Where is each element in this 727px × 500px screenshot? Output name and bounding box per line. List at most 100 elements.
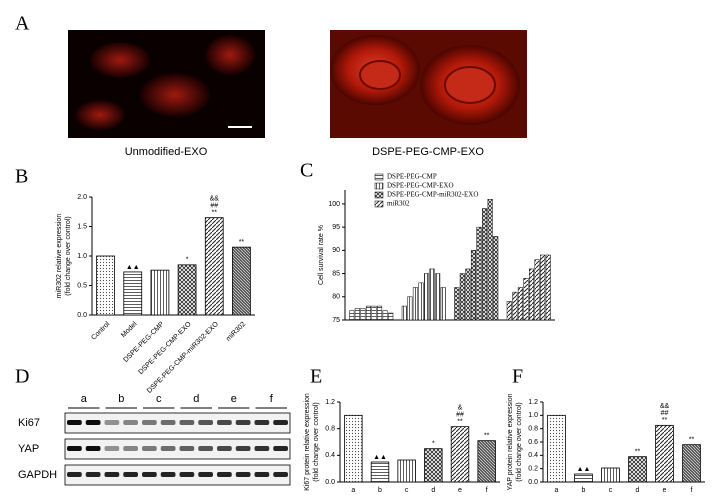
- x-tick-label: b: [378, 487, 382, 494]
- band: [273, 472, 288, 477]
- band: [273, 420, 288, 425]
- significance-mark: **: [689, 437, 695, 444]
- x-tick-label: a: [351, 487, 355, 494]
- x-tick-label: f: [691, 487, 693, 494]
- legend-swatch: [374, 191, 384, 199]
- x-tick-label: Model: [120, 320, 139, 339]
- x-tick-label: d: [431, 487, 435, 494]
- band: [142, 472, 157, 477]
- significance-mark: &: [458, 405, 463, 412]
- bar: [517, 287, 523, 321]
- lane-label: c: [156, 393, 162, 405]
- band: [123, 420, 138, 425]
- blot-strip: [64, 412, 291, 434]
- significance-mark: **: [662, 417, 668, 424]
- x-tick-label: d: [636, 487, 640, 494]
- panel-label: E: [310, 366, 322, 388]
- bar: [487, 199, 493, 321]
- significance-mark: ##: [661, 410, 669, 417]
- x-tick-label: e: [458, 487, 462, 494]
- blot-strip: [64, 464, 291, 486]
- legend-label: DSPE-PEG-CMP: [387, 173, 437, 181]
- bar: [123, 271, 143, 316]
- band: [254, 420, 270, 425]
- significance-mark: *: [186, 257, 189, 264]
- y-tick-label: 2.0: [77, 194, 87, 201]
- bar: [628, 456, 647, 483]
- bar: [370, 461, 390, 483]
- protein-label: Ki67: [18, 417, 40, 429]
- significance-mark: **: [484, 433, 490, 440]
- band: [217, 472, 232, 477]
- legend-swatch: [374, 200, 384, 208]
- y-tick-label: 0.6: [528, 439, 538, 446]
- band: [104, 472, 120, 477]
- bar: [388, 312, 394, 321]
- lane-label: f: [270, 393, 274, 405]
- significance-mark: *: [432, 441, 435, 448]
- bar: [454, 287, 460, 321]
- bar: [407, 296, 413, 321]
- y-axis-label: (fold change over control): [65, 216, 72, 295]
- bar: [512, 291, 518, 321]
- panel-label: A: [15, 13, 30, 35]
- bar: [529, 268, 535, 321]
- band: [123, 472, 138, 477]
- legend-label: DSPE-PEG-CMP-EXO: [387, 182, 454, 190]
- bar: [418, 282, 424, 321]
- band: [67, 420, 82, 425]
- y-tick-label: 1.2: [528, 399, 538, 406]
- micrograph: [330, 30, 527, 138]
- y-tick-label: 0.5: [77, 282, 87, 289]
- bar: [382, 310, 388, 321]
- bar: [655, 424, 674, 483]
- bar: [459, 273, 465, 321]
- bar: [450, 426, 470, 483]
- y-tick-label: 95: [332, 224, 340, 231]
- band: [235, 472, 251, 477]
- bar: [574, 473, 593, 483]
- y-tick-label: 1.2: [325, 399, 335, 406]
- panel-label: B: [15, 166, 28, 188]
- band: [273, 446, 288, 451]
- bar: [204, 217, 224, 316]
- bar: [470, 250, 476, 321]
- significance-mark: ▲▲: [577, 466, 591, 473]
- bar: [397, 459, 416, 483]
- panel-label: F: [512, 366, 523, 388]
- legend-label: DSPE-PEG-CMP-miR302-EXO: [387, 191, 478, 199]
- x-tick-label: c: [609, 487, 613, 494]
- significance-mark: **: [457, 419, 463, 426]
- significance-mark: ##: [210, 202, 218, 209]
- y-axis-label: Ki67 protein relative expression: [304, 393, 311, 491]
- significance-mark: &&: [660, 403, 670, 410]
- panel-label: D: [15, 366, 29, 388]
- significance-mark: **: [212, 209, 218, 216]
- bar: [349, 310, 355, 321]
- image-caption: Unmodified-EXO: [125, 146, 208, 158]
- bar: [545, 254, 551, 321]
- bar: [177, 264, 197, 316]
- bar: [534, 259, 540, 321]
- band: [67, 446, 82, 451]
- y-tick-label: 80: [332, 294, 340, 301]
- band: [160, 446, 176, 451]
- y-tick-label: 0.4: [528, 452, 538, 459]
- bar: [360, 308, 366, 321]
- legend-swatch: [374, 182, 384, 190]
- bar: [440, 287, 446, 321]
- bar: [682, 444, 701, 483]
- y-axis-label: (fold change over control): [313, 402, 320, 481]
- significance-mark: ▲▲: [126, 264, 140, 271]
- band: [179, 446, 195, 451]
- y-tick-label: 85: [332, 270, 340, 277]
- bar: [540, 254, 546, 321]
- y-tick-label: 1.5: [77, 223, 87, 230]
- significance-mark: ##: [456, 412, 464, 419]
- y-axis-label: YAP protein relative expression: [507, 393, 514, 490]
- y-tick-label: 0.8: [325, 426, 335, 433]
- band: [179, 420, 195, 425]
- band: [123, 446, 138, 451]
- band: [85, 446, 101, 451]
